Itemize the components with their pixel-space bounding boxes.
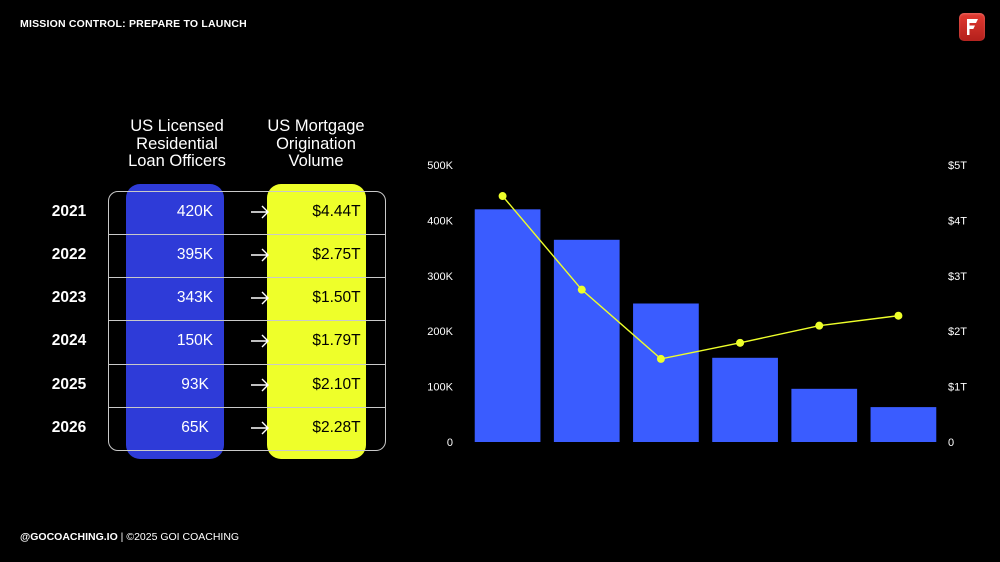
column-header-loan-officers: US Licensed Residential Loan Officers: [112, 117, 242, 171]
line-point-2024: [736, 338, 745, 347]
arrow-right-icon: [251, 291, 269, 305]
line-point-2023: [656, 354, 665, 363]
bar-2021: [474, 209, 541, 442]
table-frame: [108, 191, 386, 451]
year-label: 2024: [51, 332, 87, 349]
table-row: 2025 93K $2.10T: [20, 364, 390, 407]
loan-officers-value: 420K: [176, 203, 214, 220]
left-axis-tick-label: 500K: [427, 160, 453, 172]
right-axis-tick-label: $3T: [948, 271, 967, 283]
right-axis-tick-label: $4T: [948, 215, 967, 227]
mortgage-volume-value: $4.44T: [312, 203, 361, 220]
bar-2025: [791, 388, 858, 442]
year-label: 2021: [51, 203, 87, 220]
left-axis-tick-label: 0: [447, 437, 453, 449]
year-label: 2025: [51, 376, 87, 393]
year-label: 2022: [51, 246, 87, 263]
year-label: 2026: [51, 419, 87, 436]
bar-2022: [553, 239, 620, 442]
loan-officers-value: 93K: [181, 376, 209, 393]
bar-2024: [712, 357, 778, 442]
row-divider: [108, 320, 386, 321]
mortgage-volume-column-highlight: [267, 184, 366, 459]
footer-copyright: ©2025 GOI COACHING: [126, 531, 240, 543]
arrow-right-icon: [251, 421, 269, 435]
column-header-mortgage-volume: US Mortgage Origination Volume: [252, 117, 380, 171]
year-label: 2023: [51, 289, 87, 306]
table-row: 2023 343K $1.50T: [20, 277, 390, 320]
right-axis-tick-label: 0: [948, 437, 954, 449]
arrow-right-icon: [251, 378, 269, 392]
mortgage-volume-value: $2.75T: [312, 246, 361, 263]
column-header-line: US Mortgage: [267, 117, 365, 135]
left-axis-tick-label: 100K: [427, 382, 453, 394]
line-point-2026: [894, 311, 903, 320]
mortgage-volume-value: $1.79T: [312, 332, 361, 349]
row-divider: [108, 234, 386, 235]
footer: @GOCOACHING.IO | ©2025 GOI COACHING: [20, 531, 239, 543]
loan-officers-value: 343K: [176, 289, 214, 306]
line-point-2025: [815, 321, 824, 330]
arrow-right-icon: [251, 334, 269, 348]
page-title: MISSION CONTROL: PREPARE TO LAUNCH: [20, 18, 247, 30]
flag-logo-icon: [959, 13, 985, 41]
volume-line: [502, 195, 899, 360]
table-row: 2022 395K $2.75T: [20, 234, 390, 277]
column-header-line: US Licensed: [130, 117, 224, 135]
row-divider: [108, 407, 386, 408]
right-axis-tick-label: $1T: [948, 382, 967, 394]
mortgage-volume-value: $2.10T: [312, 376, 361, 393]
right-axis-tick-label: $2T: [948, 326, 967, 338]
loan-officers-column-highlight: [126, 184, 224, 459]
arrow-right-icon: [251, 205, 269, 219]
right-axis-tick-label: $5T: [948, 160, 967, 172]
table-row: 2021 420K $4.44T: [20, 191, 390, 234]
mortgage-volume-value: $1.50T: [312, 289, 361, 306]
footer-separator: |: [120, 531, 124, 543]
column-header-line: Origination: [276, 134, 356, 153]
row-divider: [108, 364, 386, 365]
line-point-2022: [577, 285, 586, 294]
column-header-line: Loan Officers: [128, 152, 226, 170]
column-header-line: Residential: [136, 134, 218, 153]
loan-officers-value: 395K: [176, 246, 214, 263]
table-row: 2024 150K $1.79T: [20, 320, 390, 363]
mortgage-volume-value: $2.28T: [312, 419, 361, 436]
row-divider: [108, 277, 386, 278]
line-point-2021: [498, 192, 507, 201]
left-axis-tick-label: 400K: [427, 215, 453, 227]
left-axis-tick-label: 200K: [427, 326, 453, 338]
loan-officers-value: 65K: [181, 419, 209, 436]
bar-2026: [870, 407, 937, 442]
table-row: 2026 65K $2.28T: [20, 407, 390, 450]
loan-officers-value: 150K: [176, 332, 214, 349]
column-header-line: Volume: [288, 152, 344, 170]
arrow-right-icon: [251, 248, 269, 262]
left-axis-tick-label: 300K: [427, 271, 453, 283]
footer-handle: @GOCOACHING.IO: [20, 531, 118, 543]
bar-2023: [633, 303, 699, 442]
